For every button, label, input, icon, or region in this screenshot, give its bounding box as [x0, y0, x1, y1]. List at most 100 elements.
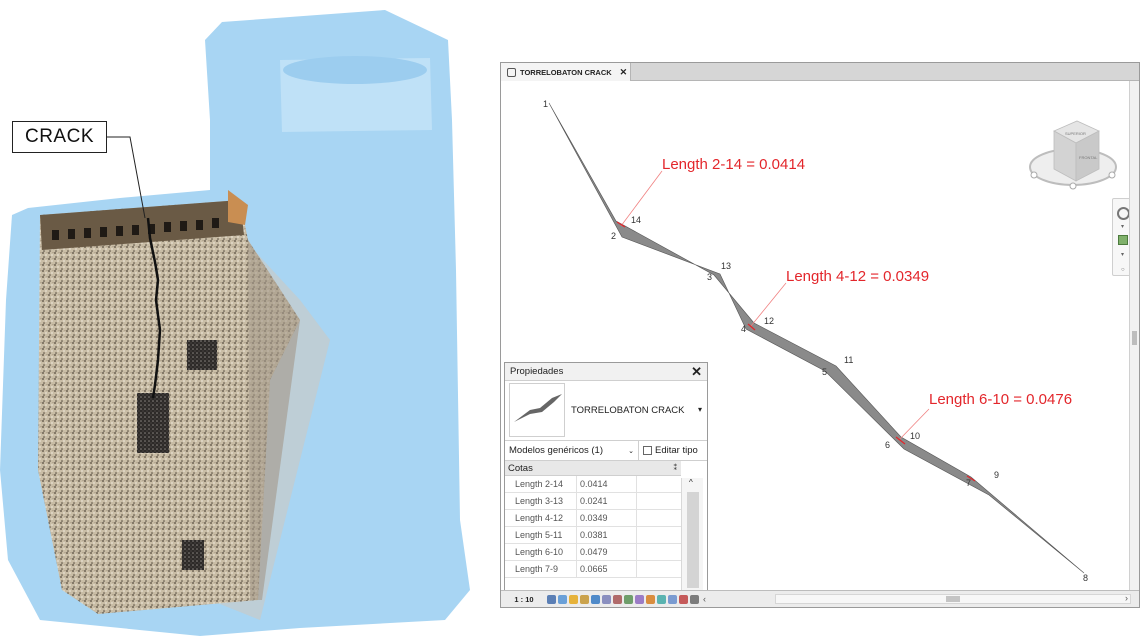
view-tab[interactable]: TORRELOBATON CRACK ✕ [501, 63, 631, 81]
filter-row: Modelos genéricos (1) ⌄ Editar tipo [505, 441, 707, 461]
properties-scrollbar[interactable]: ^ [681, 478, 703, 591]
reveal-hidden-icon[interactable] [646, 594, 655, 604]
crack-model-band [548, 102, 1085, 574]
point-label-1: 1 [543, 99, 548, 109]
property-row[interactable]: Length 7-9 0.0665 [505, 561, 681, 578]
point-label-11: 11 [844, 355, 853, 365]
property-name: Length 4-12 [505, 510, 577, 526]
property-value: 0.0665 [577, 561, 637, 577]
point-label-4: 4 [741, 324, 746, 334]
properties-rows: Length 2-14 0.0414 Length 3-13 0.0241 Leng… [505, 476, 681, 578]
type-name: TORRELOBATON CRACK [571, 405, 685, 416]
sun-path-icon[interactable] [569, 594, 578, 604]
property-row[interactable]: Length 5-11 0.0381 [505, 527, 681, 544]
instance-filter-dropdown[interactable]: Modelos genéricos (1) ⌄ [505, 441, 639, 460]
property-value: 0.0241 [577, 493, 637, 509]
length-annotation-2-14: Length 2-14 = 0.0414 [662, 156, 805, 173]
point-label-14: 14 [631, 215, 641, 225]
lock-view-icon[interactable] [624, 594, 633, 604]
view-3d-icon [507, 67, 516, 77]
property-value: 0.0381 [577, 527, 637, 543]
property-row[interactable]: Length 3-13 0.0241 [505, 493, 681, 510]
properties-title: Propiedades [510, 366, 564, 377]
point-cloud-image [0, 10, 470, 636]
revit-view-window: TORRELOBATON CRACK ✕ 1 2 3 4 5 6 7 8 [500, 62, 1140, 608]
property-value: 0.0414 [577, 476, 637, 492]
group-header-cotas[interactable]: Cotas ⁑ [505, 461, 681, 476]
point-label-9: 9 [994, 470, 999, 480]
hide-isolate-icon[interactable] [635, 594, 644, 604]
property-name: Length 5-11 [505, 527, 577, 543]
viewcube-front-face: FRONTAL [1079, 155, 1098, 160]
point-label-13: 13 [721, 261, 731, 271]
chevron-down-icon: ⌄ [628, 447, 634, 455]
view-control-icons [547, 594, 699, 604]
length-leader-line [620, 170, 663, 227]
render-icon[interactable] [591, 594, 600, 604]
length-annotation-6-10: Length 6-10 = 0.0476 [929, 391, 1072, 408]
point-label-12: 12 [764, 316, 774, 326]
show-crop-icon[interactable] [613, 594, 622, 604]
close-icon[interactable]: ✕ [691, 363, 702, 379]
point-label-5: 5 [822, 367, 827, 377]
chevron-right-icon[interactable]: › [1125, 593, 1128, 603]
zoom-icon[interactable] [1118, 235, 1128, 245]
type-selector[interactable]: TORRELOBATON CRACK ▾ [505, 381, 707, 441]
edit-type-icon [643, 446, 652, 455]
scale-indicator[interactable]: 1 : 10 [514, 594, 534, 604]
crack-label: CRACK [12, 121, 107, 153]
property-row[interactable]: Length 6-10 0.0479 [505, 544, 681, 561]
property-name: Length 7-9 [505, 561, 577, 577]
property-name: Length 3-13 [505, 493, 577, 509]
scroll-up-icon[interactable]: ^ [689, 478, 693, 487]
length-leader-line [898, 408, 930, 441]
point-label-10: 10 [910, 431, 920, 441]
property-row[interactable]: Length 2-14 0.0414 [505, 476, 681, 493]
property-name: Length 2-14 [505, 476, 577, 492]
view-control-bar: 1 : 10 ‹ › [501, 590, 1139, 607]
view-tab-title: TORRELOBATON CRACK [520, 67, 612, 77]
group-label: Cotas [508, 462, 533, 474]
property-value: 0.0479 [577, 544, 637, 560]
visual-style-icon[interactable] [558, 594, 567, 604]
point-label-8: 8 [1083, 573, 1088, 583]
model-canvas[interactable]: 1 2 3 4 5 6 7 8 9 10 11 12 13 14 Length … [501, 81, 1131, 592]
horizontal-scrollbar[interactable]: › [775, 593, 1131, 604]
window-opening [137, 393, 169, 453]
analytical-icon[interactable] [668, 594, 677, 604]
viewcube-top-face: SUPERIOR [1065, 131, 1086, 136]
window-opening [187, 340, 217, 370]
constraints-icon[interactable] [690, 594, 699, 604]
property-name: Length 6-10 [505, 544, 577, 560]
temp-properties-icon[interactable] [657, 594, 666, 604]
window-opening [182, 540, 204, 570]
highlight-icon[interactable] [679, 594, 688, 604]
point-label-7: 7 [966, 478, 971, 488]
property-row[interactable]: Length 4-12 0.0349 [505, 510, 681, 527]
settings-dot-icon[interactable]: ○ [1121, 267, 1125, 273]
length-leader-line [750, 282, 787, 327]
viewcube-widget[interactable]: SUPERIOR FRONTAL [1029, 120, 1117, 190]
point-label-6: 6 [885, 440, 890, 450]
detail-level-icon[interactable] [547, 594, 556, 604]
property-value: 0.0349 [577, 510, 637, 526]
point-label-2: 2 [611, 231, 616, 241]
chevron-down-icon[interactable]: ▾ [1121, 224, 1125, 230]
chevron-down-icon[interactable]: ▾ [697, 405, 702, 414]
length-annotation-4-12: Length 4-12 = 0.0349 [786, 268, 929, 285]
chevron-left-icon[interactable]: ‹ [703, 594, 706, 604]
properties-palette: Propiedades ✕ TORRELOBATON CRACK ▾ Model… [504, 362, 708, 592]
close-tab-icon[interactable]: ✕ [619, 66, 628, 77]
crack-type-thumbnail [509, 383, 565, 437]
collapse-icon[interactable]: ⁑ [673, 465, 678, 472]
chevron-down-icon[interactable]: ▾ [1121, 252, 1125, 258]
instance-filter-label: Modelos genéricos (1) [509, 445, 603, 456]
edit-type-button[interactable]: Editar tipo [639, 441, 698, 460]
crop-view-icon[interactable] [602, 594, 611, 604]
point-label-3: 3 [707, 272, 712, 282]
crack-line [146, 217, 162, 399]
properties-titlebar: Propiedades ✕ [505, 363, 707, 381]
shadows-icon[interactable] [580, 594, 589, 604]
view-tab-bar: TORRELOBATON CRACK ✕ [501, 63, 1139, 81]
vertical-scrollbar[interactable] [1129, 81, 1139, 592]
